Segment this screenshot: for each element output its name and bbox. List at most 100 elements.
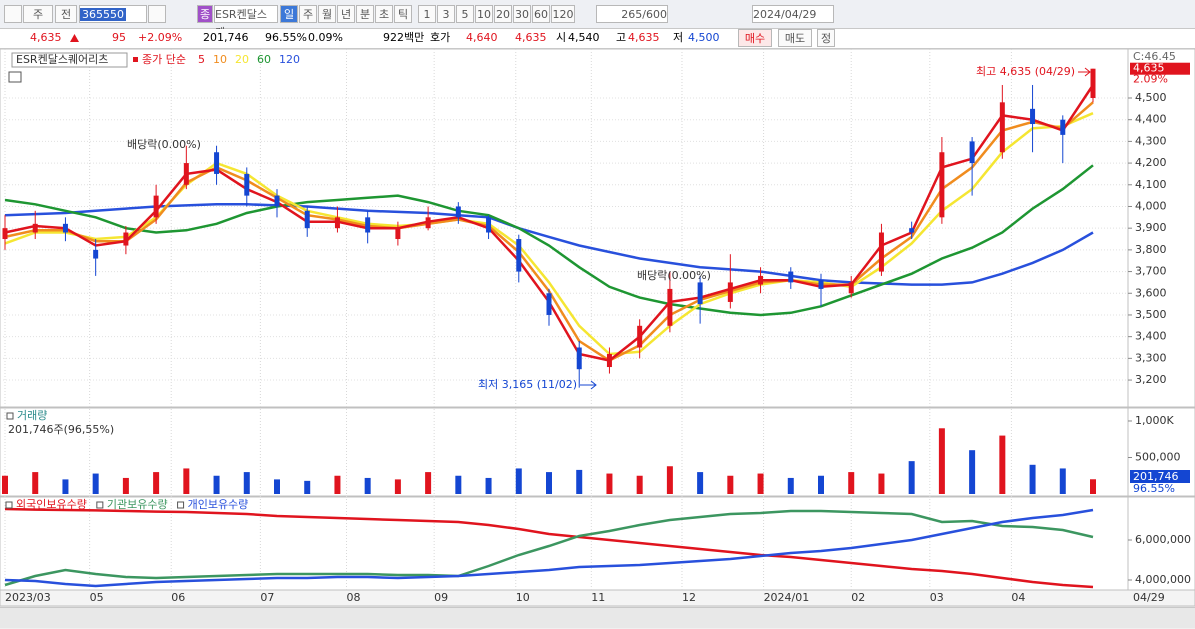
toolbar-button[interactable]: 1 [418,5,436,23]
scrollbar[interactable] [0,607,1195,628]
toolbar-button[interactable]: 30 [513,5,531,23]
date[interactable]: 2024/04/29 [752,5,834,23]
y-tick-label: 3,600 [1135,286,1167,299]
volume: 201,746 [203,31,249,44]
volume-bar [848,472,855,494]
volume-bar [1090,479,1096,494]
ask-label: 호가 [430,31,451,44]
arrow [1078,67,1091,77]
candle-body [848,282,854,294]
legend-item: 기관보유수량 [107,498,168,511]
axis-panel [1127,49,1195,408]
candle-body [1030,108,1036,125]
toolbar-button[interactable]: 년 [337,5,355,23]
candle-body [62,223,68,233]
candle-body [455,206,461,218]
y-tick-label: 4,300 [1135,134,1167,147]
candle-body [365,217,371,233]
toolbar-button[interactable]: 틱 [394,5,412,23]
legend-marker [6,412,14,420]
volume-bar [153,472,160,494]
ratio-label: 96.55% [1133,482,1175,495]
candle-body [939,152,945,218]
toolbar-button[interactable]: 3 [437,5,455,23]
toolbar-button[interactable]: 10 [475,5,493,23]
annotation: 최고 4,635 (04/29) [976,65,1075,78]
volume-bar [1029,464,1036,494]
candle-body [878,232,884,272]
turnover: 0.09% [308,31,343,44]
volume-bar [183,468,190,494]
volume-bar [938,428,945,494]
toolbar-button[interactable]: 60 [532,5,550,23]
series-line [4,164,1094,317]
change-pct: +2.09% [138,31,183,44]
up-arrow [70,34,79,42]
period-button[interactable]: 주 [23,5,53,23]
y-tick-label: 4,500 [1135,91,1167,104]
candle-body [546,293,552,315]
toolbar-button[interactable]: 20 [494,5,512,23]
volume-bar [425,472,432,494]
candle-body [2,228,8,240]
period-button[interactable]: 전 [55,5,77,23]
legend-item: 외국인보유수량 [16,498,87,511]
price: 4,635 [30,31,62,44]
candle-body [395,228,401,240]
toolbar-button[interactable]: 월 [318,5,336,23]
toolbar-button[interactable]: 주 [299,5,317,23]
edit-button[interactable]: 정 [817,29,835,47]
volume-bar [908,461,915,494]
candle-body [969,141,975,164]
code-input[interactable]: 365550 [79,5,147,23]
y-tick-label: 4,400 [1135,113,1167,126]
toolbar-button[interactable]: 일 [280,5,298,23]
volume-bar [32,472,39,494]
count[interactable]: 265/600 [596,5,668,23]
stock-name[interactable]: ESR켄달스퀘 [214,5,278,39]
y-tick-label: 3,700 [1135,265,1167,278]
volume-bar [727,475,734,494]
toolbar-button[interactable]: 초 [375,5,393,23]
volume-bar [697,472,704,494]
toolbar-button[interactable]: 5 [456,5,474,23]
open: 4,540 [568,31,600,44]
legend-marker [177,501,185,509]
candle-body [818,280,824,289]
candle-body [274,195,280,207]
volume-bar [334,475,341,494]
sell-button[interactable]: 매도 [778,29,812,47]
x-tick-label: 09 [434,591,448,604]
search-button[interactable] [148,5,166,23]
low: 4,500 [688,31,720,44]
current-label: 201,746 [1133,470,1179,483]
volume-bar [485,477,492,494]
annotation: 최저 3,165 (11/02) [478,378,577,391]
y-tick-label: 500,000 [1135,450,1181,463]
panel-title: 거래량 [17,409,47,422]
candle-body [32,223,38,233]
series-line [4,203,1094,286]
buy-button[interactable]: 매수 [738,29,772,47]
legend-item: 개인보유수량 [188,498,249,511]
menu-icon[interactable] [4,5,22,23]
candle-body [425,217,431,229]
volume-bar [274,479,280,494]
candle-body [244,173,250,196]
toolbar-button[interactable]: 분 [356,5,374,23]
code-text: 365550 [80,8,126,21]
toolbar-button[interactable]: 120 [551,5,575,23]
volume-bar [787,477,794,494]
y-tick-label: 4,000 [1135,199,1167,212]
volume-bar [92,473,99,494]
chart-subtitle: 종가 단순 [142,53,186,66]
legend-marker [96,501,104,509]
y-tick-label: 3,800 [1135,243,1167,256]
low-label: 저 [673,31,684,44]
x-tick-label: 11 [591,591,605,604]
candle-body [606,354,612,368]
series-line [4,508,1094,588]
current-badge [1130,470,1190,483]
bid: 4,635 [515,31,547,44]
volume-bar [455,475,462,494]
